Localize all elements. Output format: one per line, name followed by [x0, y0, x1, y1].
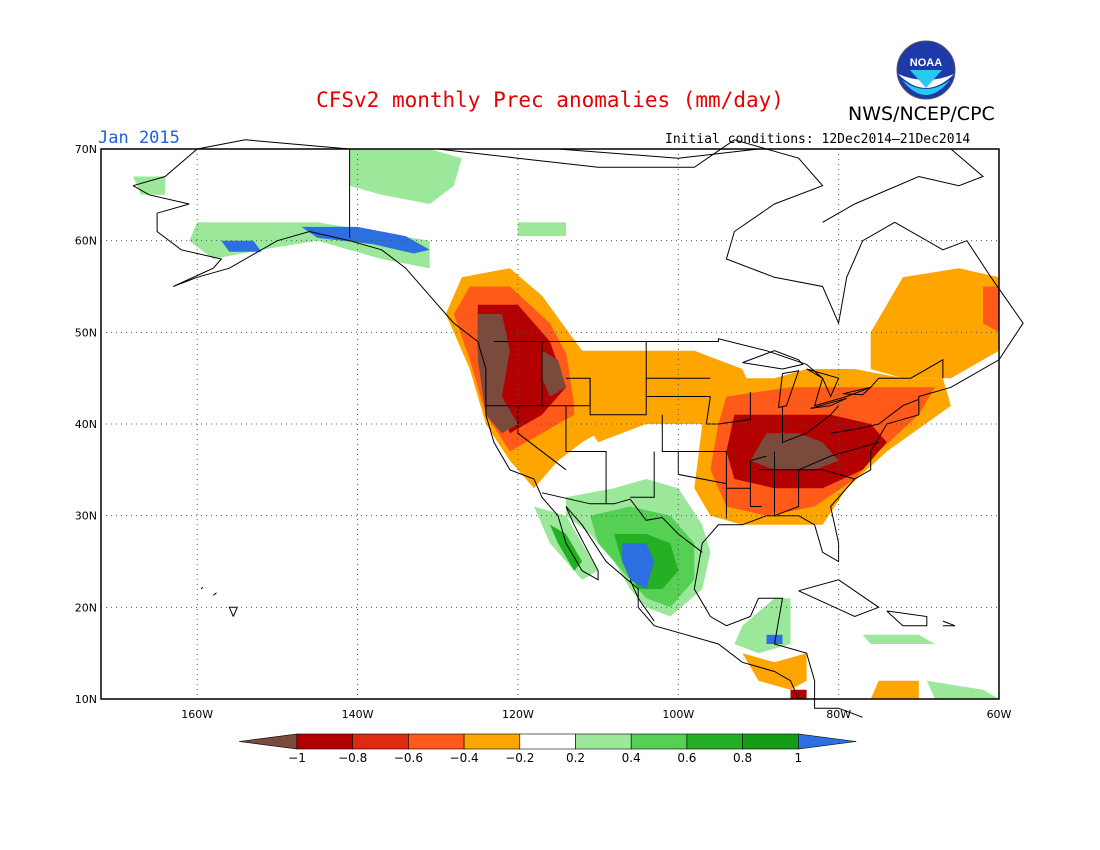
coastline	[557, 148, 759, 159]
coastline	[758, 469, 855, 480]
coastline	[822, 148, 984, 223]
coastline	[629, 579, 655, 622]
coastline	[661, 414, 727, 452]
anomaly-region	[622, 543, 655, 589]
anomaly-region	[542, 350, 566, 397]
colorbar-segment	[296, 733, 354, 750]
agency-label: NWS/NCEP/CPC	[848, 103, 995, 125]
coastline	[886, 610, 928, 627]
coastline-layer	[132, 139, 1024, 718]
lon-label: 140W	[342, 708, 374, 721]
colorbar-label: −0.4	[450, 751, 479, 765]
lat-label: 60N	[75, 235, 97, 248]
lat-label: 50N	[75, 326, 97, 339]
longitude-labels: 160W 140W 120W 100W 80W 60W	[181, 708, 1011, 721]
anomaly-region	[477, 314, 518, 434]
lon-label: 60W	[987, 708, 1012, 721]
colorbar-segment	[630, 733, 688, 750]
anomaly-region	[926, 680, 999, 699]
coastline	[942, 620, 956, 627]
colorbar-label: −0.6	[394, 751, 423, 765]
coastline	[630, 451, 655, 498]
lat-label: 70N	[75, 143, 97, 156]
colorbar-segment	[352, 733, 409, 750]
coastline	[541, 492, 703, 553]
latitude-labels: 10N 20N 30N 40N 50N 60N 70N	[75, 143, 97, 706]
initial-conditions: Initial conditions: 12Dec2014–21Dec2014	[665, 132, 971, 147]
anomaly-region	[870, 680, 919, 699]
anomaly-region	[550, 524, 583, 571]
anomaly-region	[301, 226, 430, 254]
lon-label: 160W	[181, 708, 213, 721]
anomaly-region	[750, 433, 839, 470]
colorbar-arrow-high	[797, 733, 857, 750]
noaa-logo: NOAA	[896, 40, 956, 100]
colorbar-segment	[686, 733, 743, 750]
forecast-month: Jan 2015	[98, 128, 180, 148]
lon-label: 100W	[662, 708, 694, 721]
lat-label: 40N	[75, 418, 97, 431]
colorbar-segment	[519, 733, 576, 750]
coastline	[778, 370, 800, 408]
colorbar	[238, 733, 857, 750]
coastline	[830, 398, 919, 434]
lat-label: 20N	[75, 601, 97, 614]
chart-title: CFSv2 monthly Prec anomalies (mm/day)	[316, 88, 784, 112]
colorbar-arrow-low	[238, 733, 298, 750]
coastline	[493, 338, 944, 407]
map-frame	[100, 148, 1000, 700]
colorbar-segment	[463, 733, 521, 750]
coastline	[565, 405, 607, 504]
colorbar-label: 0.4	[622, 751, 641, 765]
anomaly-region	[517, 222, 566, 237]
colorbar-label: 0.2	[566, 751, 585, 765]
colorbar-label: −1	[288, 751, 306, 765]
coastline	[200, 586, 204, 590]
anomaly-region	[766, 634, 783, 644]
colorbar-segment	[742, 733, 799, 750]
lat-label: 30N	[75, 510, 97, 523]
anomaly-region	[862, 634, 935, 644]
anomaly-region	[870, 268, 999, 379]
colorbar-label: 0.6	[677, 751, 696, 765]
colorbar-labels: −1 −0.8 −0.6 −0.4 −0.2 0.2 0.4 0.6 0.8 1	[288, 751, 802, 765]
lat-label: 10N	[75, 693, 97, 706]
anomaly-region	[983, 286, 999, 333]
coastline	[806, 368, 840, 398]
colorbar-label: −0.2	[505, 751, 534, 765]
coastline	[132, 139, 1024, 718]
coastline	[749, 488, 762, 507]
coastline	[742, 350, 804, 370]
coastline	[212, 592, 217, 596]
anomaly-region	[734, 598, 791, 654]
coastline	[782, 405, 839, 444]
colorbar-segment	[408, 733, 465, 750]
coastline	[132, 185, 800, 700]
coastline	[798, 579, 880, 618]
anomaly-region	[133, 176, 166, 195]
coastline	[810, 397, 847, 409]
coastline	[705, 391, 751, 425]
anomaly-region	[221, 240, 262, 252]
lon-label: 120W	[502, 708, 534, 721]
lon-label: 80W	[826, 708, 851, 721]
colorbar-label: 1	[794, 751, 802, 765]
logo-text: NOAA	[910, 57, 942, 69]
coastline	[774, 441, 879, 517]
anomaly-region	[790, 689, 807, 699]
coastline	[842, 386, 873, 396]
coastline	[228, 606, 239, 617]
anomaly-region	[349, 149, 462, 204]
graticule	[101, 149, 999, 699]
colorbar-label: −0.8	[338, 751, 367, 765]
colorbar-segment	[575, 733, 632, 750]
colorbar-label: 0.8	[733, 751, 752, 765]
